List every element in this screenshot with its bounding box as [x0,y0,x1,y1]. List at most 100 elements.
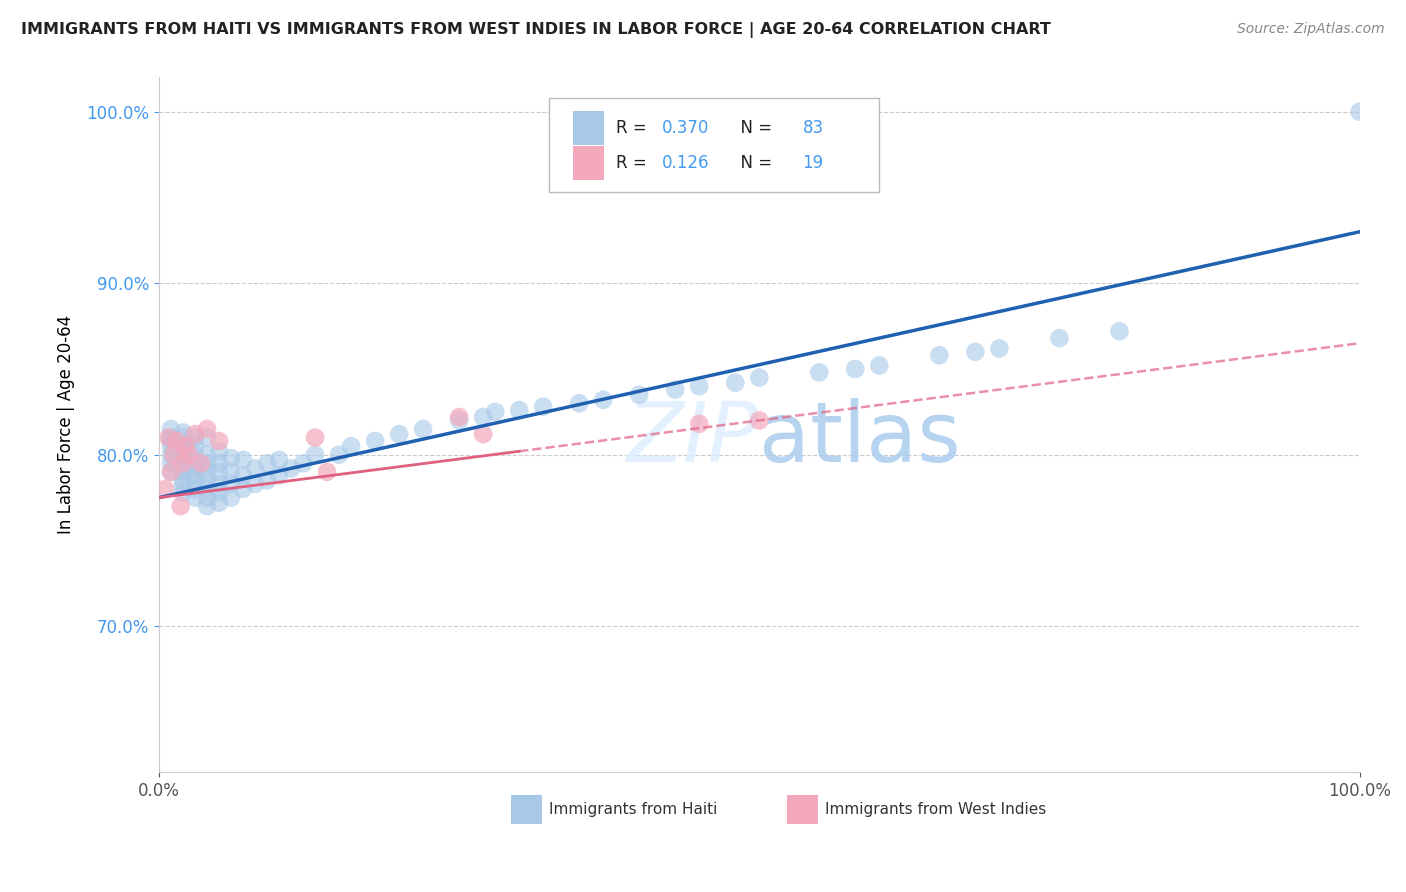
Point [568,396,591,410]
Point [219,491,242,505]
Point [208,444,231,458]
Point [965,344,987,359]
Point [388,427,411,442]
Point [172,478,194,492]
Point [160,448,183,462]
Point [628,387,651,401]
Point [195,465,218,479]
Point [153,482,176,496]
Text: Immigrants from Haiti: Immigrants from Haiti [550,802,717,817]
Y-axis label: In Labor Force | Age 20-64: In Labor Force | Age 20-64 [58,315,75,534]
Text: R =: R = [616,153,652,172]
Point [208,465,231,479]
Point [748,370,770,384]
Point [267,468,290,483]
Text: atlas: atlas [759,398,962,479]
Point [172,461,194,475]
Point [267,453,290,467]
Point [184,491,207,505]
Point [160,422,183,436]
Point [664,383,686,397]
Point [172,431,194,445]
Point [928,348,950,362]
Text: Immigrants from West Indies: Immigrants from West Indies [825,802,1046,817]
Point [184,431,207,445]
Point [232,482,254,496]
Point [748,413,770,427]
Point [177,448,200,462]
Point [208,485,231,500]
Point [195,474,218,488]
Point [412,422,434,436]
Text: N =: N = [731,119,778,136]
Point [172,456,194,470]
Point [688,417,710,431]
Point [1348,104,1371,119]
Point [364,434,387,448]
Point [172,474,194,488]
Point [184,439,207,453]
Point [190,456,212,470]
Point [256,474,278,488]
Point [184,461,207,475]
Point [988,342,1011,356]
Point [184,474,207,488]
Point [808,365,831,379]
Point [162,448,184,462]
Text: 19: 19 [803,153,824,172]
Point [868,359,890,373]
Point [184,456,207,470]
Point [184,448,207,462]
Point [304,431,326,445]
Text: IMMIGRANTS FROM HAITI VS IMMIGRANTS FROM WEST INDIES IN LABOR FORCE | AGE 20-64 : IMMIGRANTS FROM HAITI VS IMMIGRANTS FROM… [21,22,1050,38]
Point [724,376,747,390]
FancyBboxPatch shape [574,145,605,180]
Point [174,439,197,453]
Point [195,456,218,470]
FancyBboxPatch shape [574,111,605,145]
Point [844,362,866,376]
Point [208,456,231,470]
Point [195,422,218,436]
Point [484,405,506,419]
Point [157,431,180,445]
Point [592,392,614,407]
Point [219,465,242,479]
Point [1108,324,1130,338]
Point [172,435,194,450]
Point [232,453,254,467]
Point [160,431,183,445]
Text: Source: ZipAtlas.com: Source: ZipAtlas.com [1237,22,1385,37]
Point [160,434,183,448]
Point [169,499,191,513]
Point [1047,331,1070,345]
Point [172,448,194,462]
Point [160,465,183,479]
Point [316,465,339,479]
Point [340,439,363,453]
Point [256,456,278,470]
FancyBboxPatch shape [510,795,541,824]
Text: 0.370: 0.370 [662,119,710,136]
Point [184,427,207,442]
Text: 0.126: 0.126 [662,153,710,172]
Point [160,465,183,479]
Point [172,425,194,440]
Point [195,448,218,462]
Point [472,409,495,424]
Point [280,461,302,475]
Point [195,491,218,505]
Point [292,456,315,470]
Point [243,461,266,475]
Point [172,456,194,470]
Point [172,465,194,479]
Point [243,476,266,491]
Point [219,451,242,466]
Point [160,439,183,453]
Point [160,456,183,470]
Point [219,476,242,491]
Text: N =: N = [731,153,778,172]
Point [195,482,218,496]
Point [472,427,495,442]
Point [208,496,231,510]
